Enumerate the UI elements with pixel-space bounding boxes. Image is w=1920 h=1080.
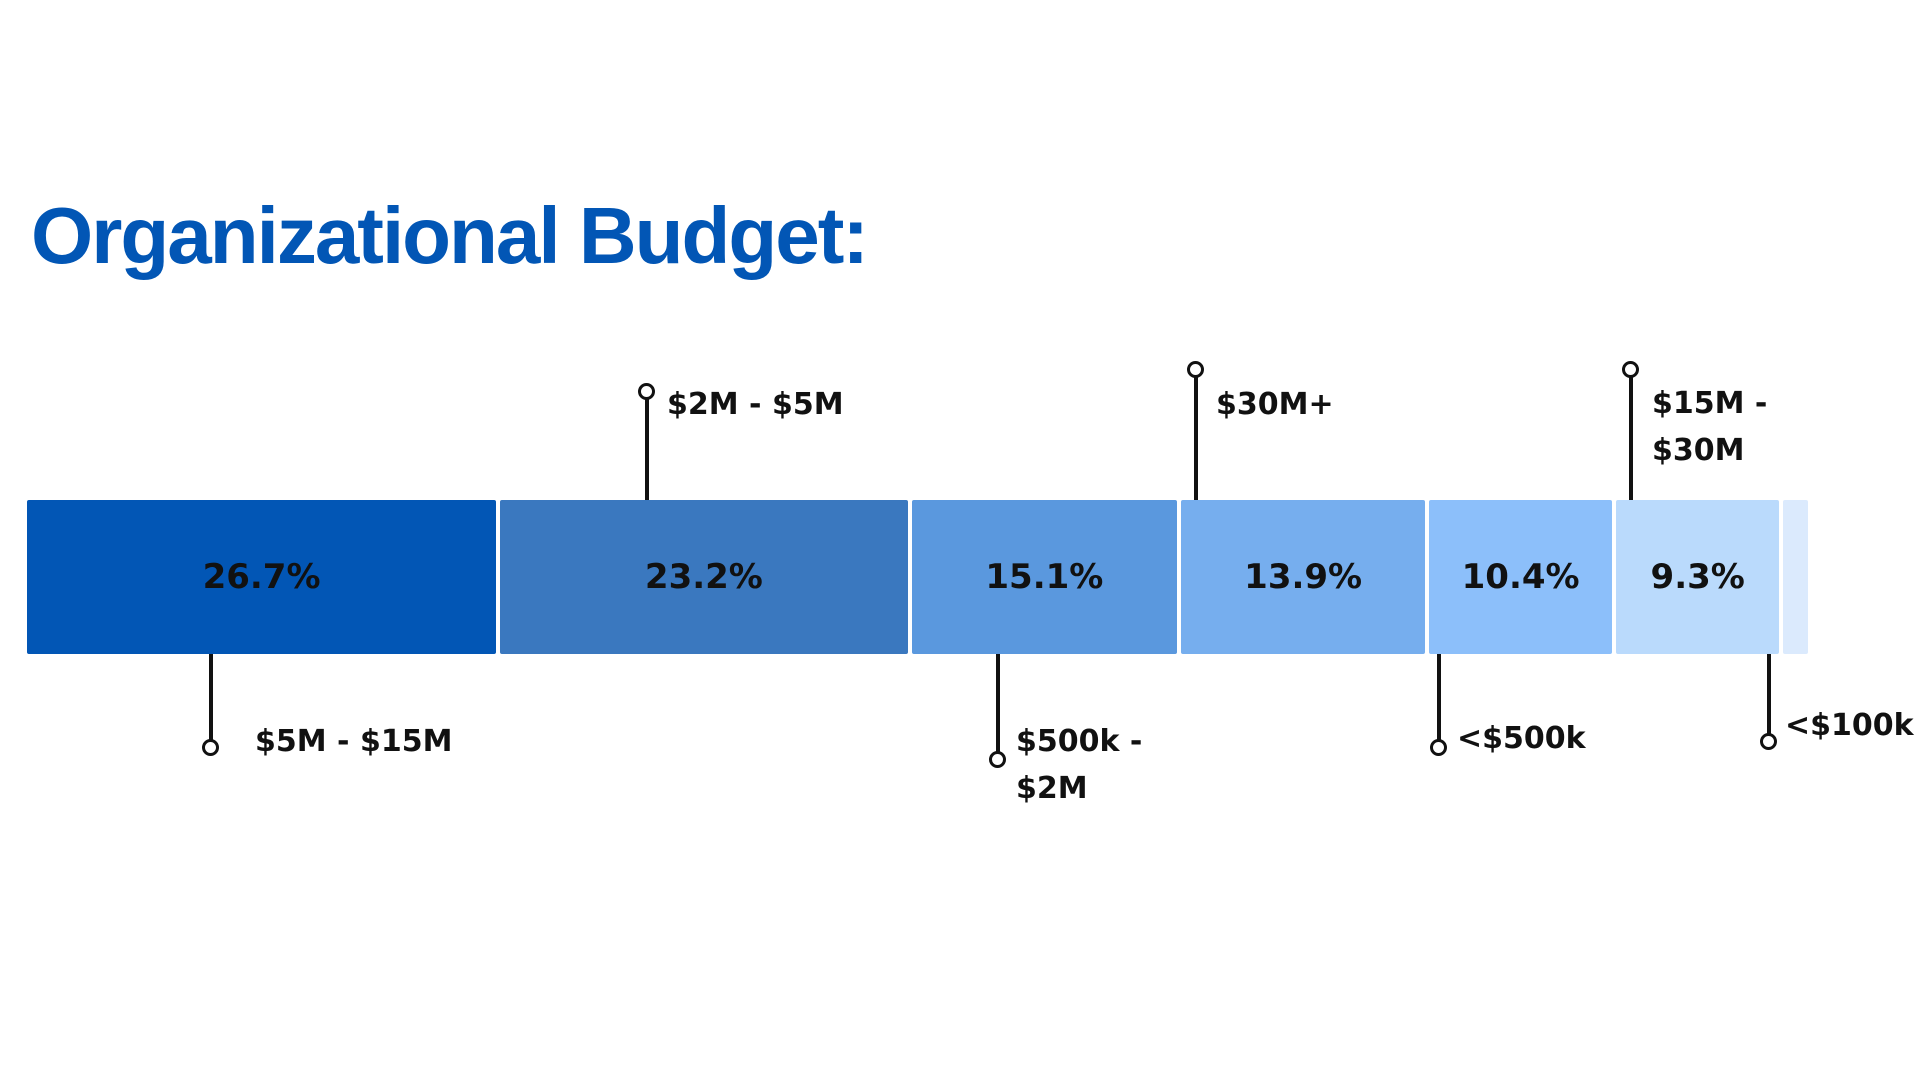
bar-segment: 26.7%: [27, 500, 497, 654]
category-label-line: <$500k: [1457, 721, 1586, 756]
category-label: $500k - $2M: [1016, 718, 1142, 812]
bar-segment: 15.1%: [911, 500, 1178, 654]
leader-dot: [1430, 739, 1447, 756]
category-label: $5M - $15M: [255, 718, 452, 765]
category-label-line: $2M: [1016, 771, 1088, 806]
leader-line: [1194, 370, 1198, 500]
category-label-line: $2M - $5M: [667, 387, 844, 422]
leader-dot: [1187, 361, 1204, 378]
leader-dot: [1622, 361, 1639, 378]
category-label: $30M+: [1216, 381, 1334, 428]
chart-title: Organizational Budget:: [31, 191, 869, 280]
category-label-line: <$100k: [1785, 708, 1914, 743]
leader-dot: [1760, 733, 1777, 750]
leader-dot: [989, 751, 1006, 768]
category-label: $2M - $5M: [667, 381, 844, 428]
bar-segment: 10.4%: [1429, 500, 1612, 654]
value-label: 9.3%: [1650, 557, 1745, 597]
bar-segment: 13.9%: [1181, 500, 1426, 654]
bar-segment: 23.2%: [500, 500, 908, 654]
category-label-line: $30M: [1652, 433, 1745, 468]
category-label-line: $500k -: [1016, 724, 1143, 759]
category-label-line: $30M+: [1216, 387, 1334, 422]
category-label: $15M - $30M: [1652, 380, 1767, 474]
value-label: 13.9%: [1244, 557, 1363, 597]
value-label: 10.4%: [1461, 557, 1580, 597]
leader-line: [996, 654, 1000, 760]
leader-dot: [202, 739, 219, 756]
category-label-line: $5M - $15M: [255, 724, 453, 759]
leader-line: [1437, 654, 1441, 748]
category-label: <$500k: [1457, 715, 1586, 762]
leader-line: [1629, 370, 1633, 500]
leader-line: [645, 392, 649, 500]
leader-dot: [638, 383, 655, 400]
category-label: <$100k: [1785, 702, 1914, 749]
leader-line: [209, 654, 213, 748]
bar-segment: 9.3%: [1616, 500, 1780, 654]
value-label: 15.1%: [985, 557, 1104, 597]
value-label: 23.2%: [644, 557, 763, 597]
category-label-line: $15M -: [1652, 386, 1768, 421]
value-label: 26.7%: [202, 557, 321, 597]
leader-line: [1767, 654, 1771, 742]
bar-segment: [1783, 500, 1808, 654]
